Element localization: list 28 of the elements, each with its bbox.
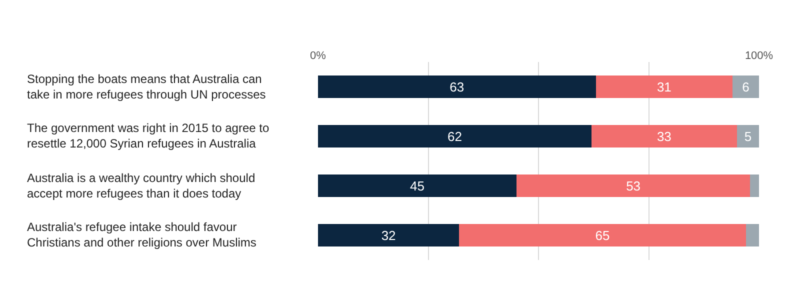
bar <box>318 125 592 148</box>
bar <box>459 224 746 246</box>
bar <box>591 125 737 148</box>
x-tick-label: 0% <box>310 50 326 62</box>
data-label: 53 <box>626 178 641 194</box>
data-label: 33 <box>656 128 672 144</box>
data-label: 62 <box>447 128 462 144</box>
bar <box>750 174 759 197</box>
data-label: 6 <box>742 79 750 94</box>
data-label: 5 <box>744 128 752 144</box>
data-label: 63 <box>450 79 464 94</box>
bar <box>318 174 516 197</box>
data-label: 45 <box>410 178 424 194</box>
data-label: 32 <box>381 228 396 243</box>
data-label: 31 <box>656 79 672 94</box>
y-tick-label: Australia's refugee intake should favour Christians and other religions over Muslims <box>27 220 256 250</box>
bar <box>596 76 733 98</box>
bar <box>318 224 460 246</box>
bar <box>746 224 759 246</box>
bar <box>318 76 596 98</box>
data-label: 65 <box>595 228 610 243</box>
bar <box>516 174 750 197</box>
x-tick-label: 100% <box>744 50 774 62</box>
y-tick-label: Stopping the boats means that Australia can take in more refugees through UN processes <box>27 72 266 102</box>
y-tick-label: The government was right in 2015 to agree to resettle 12,000 Syrian refugees in Australia <box>27 121 270 151</box>
bar <box>732 76 759 98</box>
y-tick-label: Australia is a wealthy country which should accept more refugees than it does today <box>27 171 256 201</box>
bar <box>736 125 759 148</box>
